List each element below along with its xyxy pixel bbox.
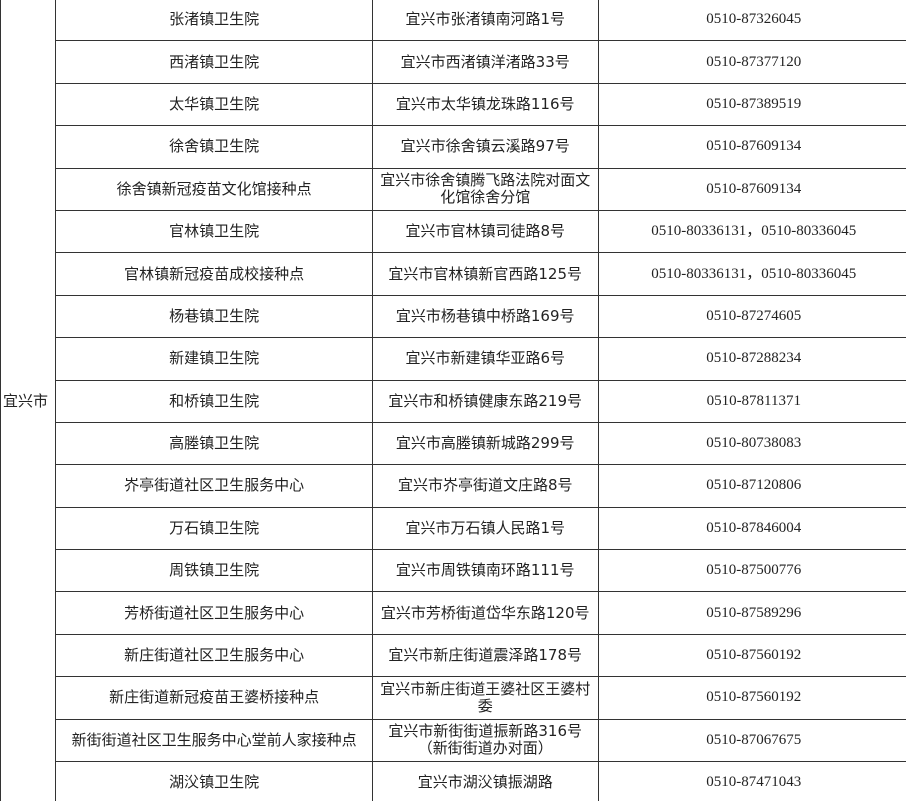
edge-cell [0, 506, 1, 551]
edge-cell [0, 209, 1, 254]
edge-cell [0, 294, 1, 339]
site-address: 宜兴市新庄街道王婆社区王婆村委 [371, 676, 599, 720]
site-name: 湖㳇镇卫生院 [55, 761, 373, 805]
edge-cell [0, 125, 1, 169]
edge-cell [0, 252, 1, 296]
edge-cell [0, 82, 1, 127]
site-name: 杨巷镇卫生院 [55, 294, 373, 339]
site-phone: 0510-87067675 [597, 718, 906, 763]
edge-cell [0, 718, 1, 763]
site-name: 岕亭街道社区卫生服务中心 [55, 464, 373, 508]
site-phone: 0510-87389519 [597, 82, 906, 127]
site-address: 宜兴市张渚镇南河路1号 [371, 0, 599, 42]
site-address: 宜兴市徐舍镇云溪路97号 [371, 125, 599, 169]
site-address: 宜兴市新街街道振新路316号（新街街道办对面） [371, 718, 599, 763]
edge-cell [0, 676, 1, 720]
table-row: 新庄街道新冠疫苗王婆桥接种点 宜兴市新庄街道王婆社区王婆村委 0510-875601… [0, 676, 906, 720]
table-row: 高塍镇卫生院 宜兴市高塍镇新城路299号 0510-80738083 [0, 421, 906, 466]
edge-cell [0, 633, 1, 678]
site-address: 宜兴市西渚镇洋渚路33号 [371, 40, 599, 84]
site-phone: 0510-87609134 [597, 125, 906, 169]
table-row: 太华镇卫生院 宜兴市太华镇龙珠路116号 0510-87389519 [0, 82, 906, 127]
site-phone: 0510-87471043 [597, 761, 906, 805]
edge-cell [0, 40, 1, 84]
city-cell: 宜兴市 [0, 0, 57, 805]
table-row: 芳桥街道社区卫生服务中心 宜兴市芳桥街道岱华东路120号 0510-87589296 [0, 591, 906, 635]
site-address: 宜兴市新庄街道震泽路178号 [371, 633, 599, 678]
edge-cell [0, 464, 1, 508]
site-name: 新庄街道新冠疫苗王婆桥接种点 [55, 676, 373, 720]
site-address: 宜兴市新建镇华亚路6号 [371, 337, 599, 381]
table-row: 徐舍镇新冠疫苗文化馆接种点 宜兴市徐舍镇腾飞路法院对面文化馆徐舍分馆 0510-87… [0, 167, 906, 211]
edge-cell [0, 591, 1, 635]
site-phone: 0510-87811371 [597, 379, 906, 423]
site-name: 太华镇卫生院 [55, 82, 373, 127]
edge-cell [0, 167, 1, 211]
site-phone: 0510-80738083 [597, 421, 906, 466]
site-phone: 0510-87846004 [597, 506, 906, 551]
site-address: 宜兴市杨巷镇中桥路169号 [371, 294, 599, 339]
site-name: 和桥镇卫生院 [55, 379, 373, 423]
site-name: 新庄街道社区卫生服务中心 [55, 633, 373, 678]
site-name: 张渚镇卫生院 [55, 0, 373, 42]
site-phone: 0510-80336131，0510-80336045 [597, 209, 906, 254]
site-name: 官林镇卫生院 [55, 209, 373, 254]
table-row: 杨巷镇卫生院 宜兴市杨巷镇中桥路169号 0510-87274605 [0, 294, 906, 339]
table-row: 新建镇卫生院 宜兴市新建镇华亚路6号 0510-87288234 [0, 337, 906, 381]
table-row: 和桥镇卫生院 宜兴市和桥镇健康东路219号 0510-87811371 [0, 379, 906, 423]
table-row: 岕亭街道社区卫生服务中心 宜兴市岕亭街道文庄路8号 0510-87120806 [0, 464, 906, 508]
site-phone: 0510-87560192 [597, 676, 906, 720]
site-address: 宜兴市周铁镇南环路111号 [371, 549, 599, 593]
site-address: 宜兴市官林镇司徒路8号 [371, 209, 599, 254]
site-name: 万石镇卫生院 [55, 506, 373, 551]
site-address: 宜兴市万石镇人民路1号 [371, 506, 599, 551]
table-row: 官林镇卫生院 宜兴市官林镇司徒路8号 0510-80336131，0510-8033… [0, 209, 906, 254]
site-address: 宜兴市官林镇新官西路125号 [371, 252, 599, 296]
site-address: 宜兴市徐舍镇腾飞路法院对面文化馆徐舍分馆 [371, 167, 599, 211]
table-row: 湖㳇镇卫生院 宜兴市湖㳇镇振湖路 0510-87471043 [0, 761, 906, 805]
site-name: 新街街道社区卫生服务中心堂前人家接种点 [55, 718, 373, 763]
site-address: 宜兴市太华镇龙珠路116号 [371, 82, 599, 127]
site-address: 宜兴市高塍镇新城路299号 [371, 421, 599, 466]
site-name: 芳桥街道社区卫生服务中心 [55, 591, 373, 635]
table-row: 周铁镇卫生院 宜兴市周铁镇南环路111号 0510-87500776 [0, 549, 906, 593]
site-address: 宜兴市和桥镇健康东路219号 [371, 379, 599, 423]
site-phone: 0510-87560192 [597, 633, 906, 678]
site-name: 周铁镇卫生院 [55, 549, 373, 593]
site-address: 宜兴市芳桥街道岱华东路120号 [371, 591, 599, 635]
site-phone: 0510-80336131，0510-80336045 [597, 252, 906, 296]
site-name: 官林镇新冠疫苗成校接种点 [55, 252, 373, 296]
table-row: 西渚镇卫生院 宜兴市西渚镇洋渚路33号 0510-87377120 [0, 40, 906, 84]
site-address: 宜兴市湖㳇镇振湖路 [371, 761, 599, 805]
site-name: 高塍镇卫生院 [55, 421, 373, 466]
site-phone: 0510-87326045 [597, 0, 906, 42]
edge-cell [0, 761, 1, 805]
site-phone: 0510-87609134 [597, 167, 906, 211]
table-row: 新庄街道社区卫生服务中心 宜兴市新庄街道震泽路178号 0510-87560192 [0, 633, 906, 678]
site-phone: 0510-87589296 [597, 591, 906, 635]
edge-cell [0, 379, 1, 423]
site-phone: 0510-87500776 [597, 549, 906, 593]
site-address: 宜兴市岕亭街道文庄路8号 [371, 464, 599, 508]
site-phone: 0510-87377120 [597, 40, 906, 84]
edge-cell [0, 337, 1, 381]
table-row: 万石镇卫生院 宜兴市万石镇人民路1号 0510-87846004 [0, 506, 906, 551]
table-row: 新街街道社区卫生服务中心堂前人家接种点 宜兴市新街街道振新路316号（新街街道办对… [0, 718, 906, 763]
site-name: 西渚镇卫生院 [55, 40, 373, 84]
site-name: 徐舍镇卫生院 [55, 125, 373, 169]
cut-off-row [0, 801, 906, 807]
site-phone: 0510-87120806 [597, 464, 906, 508]
edge-cell [0, 421, 1, 466]
table-row: 官林镇新冠疫苗成校接种点 宜兴市官林镇新官西路125号 0510-80336131，… [0, 252, 906, 296]
site-name: 新建镇卫生院 [55, 337, 373, 381]
edge-cell [0, 549, 1, 593]
site-name: 徐舍镇新冠疫苗文化馆接种点 [55, 167, 373, 211]
site-phone: 0510-87288234 [597, 337, 906, 381]
site-phone: 0510-87274605 [597, 294, 906, 339]
table-row: 徐舍镇卫生院 宜兴市徐舍镇云溪路97号 0510-87609134 [0, 125, 906, 169]
